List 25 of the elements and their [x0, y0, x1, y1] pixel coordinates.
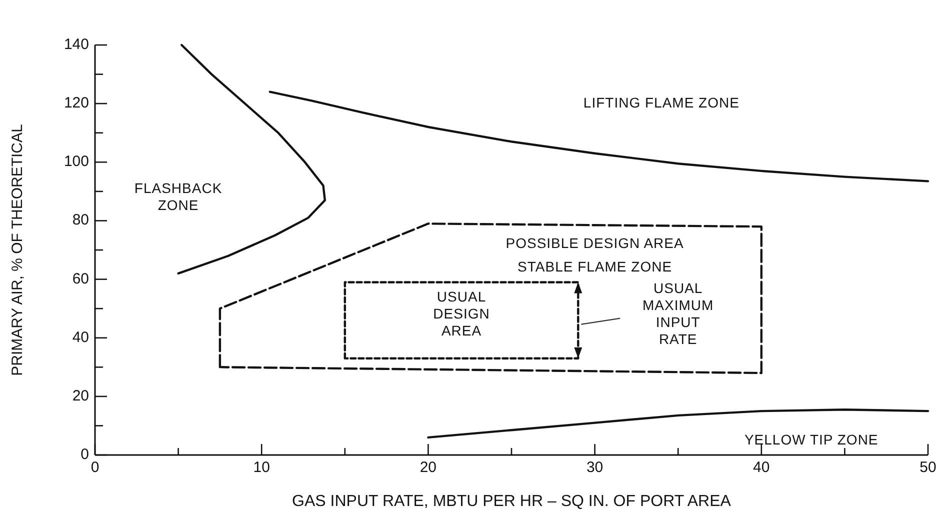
x-tick-label: 40 — [753, 459, 770, 476]
annotation: POSSIBLE DESIGN AREA — [506, 234, 684, 251]
x-tick-label: 30 — [586, 459, 604, 476]
y-tick-label: 40 — [72, 328, 89, 346]
x-tick-label: 20 — [420, 459, 437, 476]
x-tick-label: 10 — [253, 459, 270, 476]
y-tick-label: 20 — [72, 387, 89, 404]
y-tick-label: 140 — [64, 36, 89, 53]
annotation: YELLOW TIP ZONE — [744, 431, 878, 448]
y-axis-title: PRIMARY AIR, % OF THEORETICAL — [9, 124, 26, 376]
annotation: LIFTING FLAME ZONE — [583, 94, 740, 110]
x-tick-label: 50 — [920, 459, 936, 476]
annotation: USUAL MAXIMUM INPUT RATE — [642, 280, 714, 347]
line-series — [218, 222, 762, 374]
y-tick-label: 100 — [64, 153, 89, 170]
y-tick-label: 0 — [80, 446, 89, 463]
x-axis-title: GAS INPUT RATE, MBTU PER HR – SQ IN. OF PORT AREA — [292, 493, 732, 510]
y-tick-label: 120 — [64, 94, 89, 112]
y-tick-label: 80 — [72, 212, 89, 229]
annotation: FLASHBACK ZONE — [134, 179, 222, 212]
annotation: USUAL DESIGN AREA — [433, 288, 490, 338]
line-series — [268, 90, 930, 182]
annotation: STABLE FLAME ZONE — [518, 258, 672, 274]
x-tick-label: 0 — [90, 459, 100, 476]
y-tick-label: 60 — [72, 270, 89, 288]
